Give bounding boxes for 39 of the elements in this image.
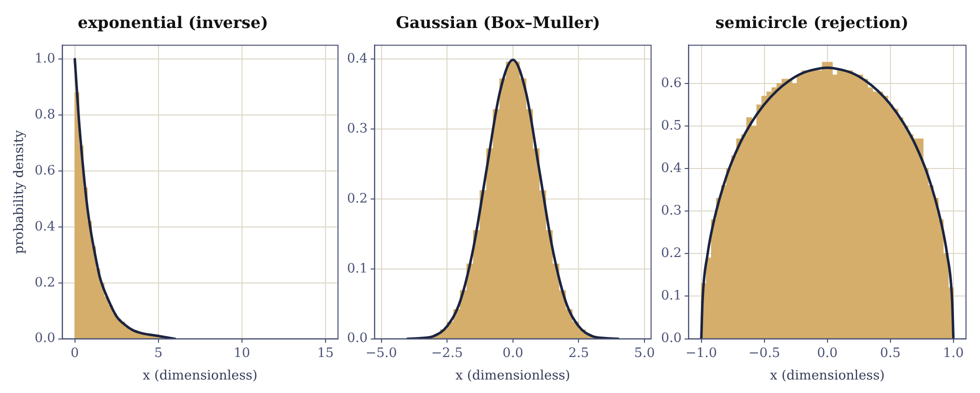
x-tick-label: 0 [70,346,79,361]
y-tick-label: 0.6 [660,76,682,91]
y-tick-label: 0.1 [346,261,368,276]
x-tick-label: 0.5 [880,346,901,361]
x-axis-title: x (dimensionless) [770,368,885,384]
x-tick-label: 5 [154,346,162,361]
y-tick-label: 1.0 [34,52,56,67]
y-tick-label: 0.5 [660,118,682,134]
y-tick-label: 0.6 [34,163,56,178]
y-axis-title: probability density [12,129,28,254]
x-axis-title: x (dimensionless) [456,368,570,384]
x-tick-label: −2.5 [431,346,463,361]
y-tick-label: 0.3 [346,121,368,136]
y-tick-label: 0.2 [660,246,682,262]
x-tick-label: 0.0 [816,346,838,361]
y-tick-label: 0.0 [346,331,368,346]
y-tick-label: 0.1 [660,288,682,304]
x-tick-label: 15 [317,346,334,361]
y-tick-label: 0.0 [34,331,56,346]
chart-title: semicircle (rejection) [715,12,909,32]
x-tick-label: 0.0 [502,346,524,361]
x-tick-label: −0.5 [748,346,780,361]
x-tick-label: 2.5 [568,346,590,361]
x-tick-label: −1.0 [685,346,718,361]
x-tick-label: −5.0 [365,346,398,361]
chart-title: Gaussian (Box–Muller) [396,12,600,32]
chart-title: exponential (inverse) [78,12,268,32]
y-tick-label: 0.4 [346,52,368,67]
y-tick-label: 0.2 [346,191,368,206]
y-tick-label: 0.2 [34,275,56,290]
y-tick-label: 0.0 [660,331,682,346]
x-tick-label: 1.0 [943,346,964,361]
x-axis-title: x (dimensionless) [142,368,258,384]
y-tick-label: 0.4 [34,219,56,234]
x-tick-label: 5.0 [634,346,655,361]
x-tick-label: 10 [234,346,250,361]
y-tick-label: 0.3 [660,204,682,219]
y-tick-label: 0.4 [660,160,682,176]
y-tick-label: 0.8 [34,107,56,122]
